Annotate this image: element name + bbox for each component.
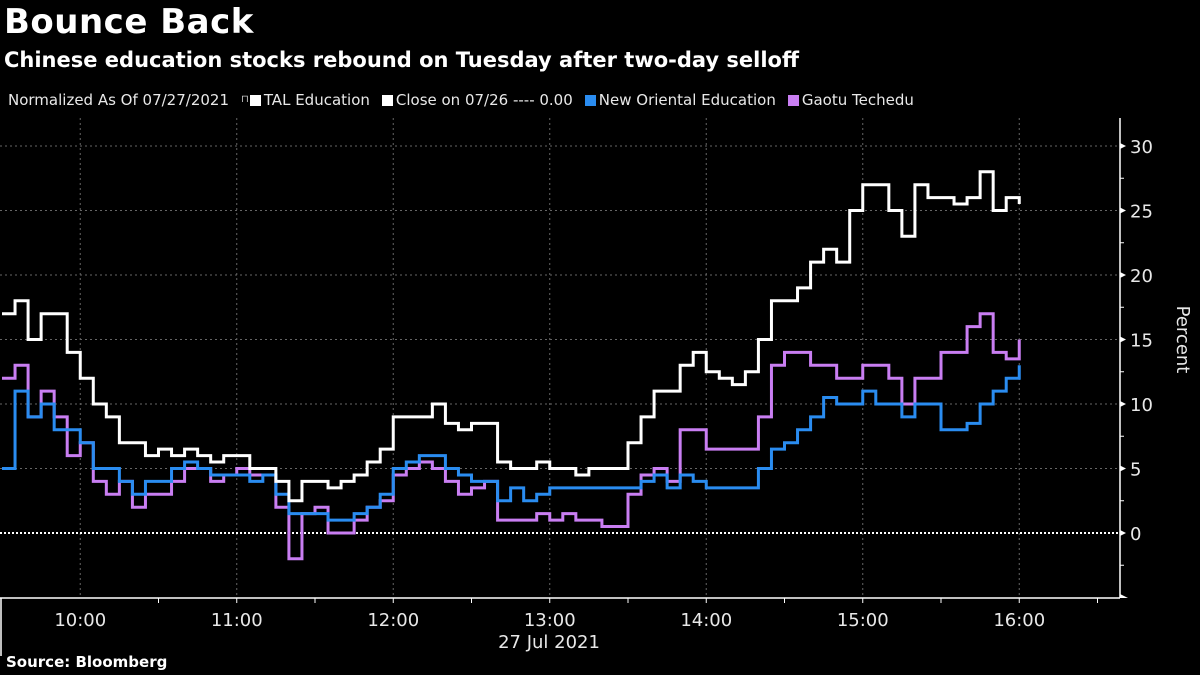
chart-title: Bounce Back (4, 2, 254, 42)
axis-corner (1120, 594, 1128, 598)
legend-label-tal: TAL Education (263, 91, 370, 109)
x-tick-label: 10:00 (54, 610, 106, 631)
legend-item-new-oriental[interactable]: New Oriental Education (584, 90, 776, 110)
y-tick (1120, 143, 1126, 149)
y-tick (1120, 401, 1126, 407)
legend-item-close[interactable]: Close on 07/26 ---- 0.00 (381, 90, 573, 110)
y-tick (1120, 336, 1126, 343)
y-tick (1120, 465, 1126, 472)
legend-item-gaotu[interactable]: Gaotu Techedu (787, 90, 914, 110)
legend-swatch-new-oriental (584, 94, 596, 106)
chart-subtitle: Chinese education stocks rebound on Tues… (4, 48, 799, 72)
x-tick-label: 15:00 (837, 610, 889, 631)
x-tick-label: 11:00 (211, 610, 263, 631)
y-tick (1120, 272, 1126, 278)
legend-label-new-oriental: New Oriental Education (598, 91, 776, 109)
source-note: Source: Bloomberg (6, 653, 168, 671)
y-tick-label: 20 (1130, 266, 1153, 287)
y-tick (1120, 207, 1126, 214)
legend-label-close: Close on 07/26 ---- 0.00 (395, 91, 573, 109)
legend-item-tal[interactable]: ⊓ TAL Education (241, 90, 370, 110)
y-tick-label: 25 (1130, 202, 1153, 223)
grid (0, 118, 1120, 598)
legend-swatch-close (381, 94, 393, 106)
series-line-gaotu-techedu (2, 312, 1021, 561)
axes: 0 5 10 15 20 25 30 10:00 11:00 12:00 13:00 14:00 15:… (0, 118, 1153, 656)
legend-normalized-label: Normalized As Of 07/27/2021 (8, 91, 229, 109)
x-tick-label: 12:00 (367, 610, 419, 631)
pin-icon: ⊓ (241, 94, 249, 105)
legend-label-gaotu: Gaotu Techedu (801, 91, 914, 109)
y-tick-label: 0 (1130, 524, 1141, 545)
legend: Normalized As Of 07/27/2021 ⊓ TAL Educat… (8, 90, 926, 110)
y-tick (1120, 530, 1126, 536)
legend-swatch-gaotu (787, 94, 799, 106)
x-axis-label: 27 Jul 2021 (498, 632, 600, 653)
y-tick-label: 30 (1130, 137, 1153, 158)
y-axis-label: Percent (1172, 306, 1193, 374)
series-line-tal-education (2, 170, 1021, 503)
series-group (1, 170, 1021, 561)
y-tick-label: 15 (1130, 331, 1153, 352)
x-tick-label: 14:00 (680, 610, 732, 631)
x-tick-label: 13:00 (524, 610, 576, 631)
y-tick-label: 10 (1130, 395, 1153, 416)
y-tick-label: 5 (1130, 460, 1141, 481)
legend-swatch-tal (249, 94, 261, 106)
series-line-new-oriental-education (2, 365, 1021, 522)
x-tick-label: 16:00 (993, 610, 1045, 631)
legend-normalized: Normalized As Of 07/27/2021 (8, 90, 229, 110)
